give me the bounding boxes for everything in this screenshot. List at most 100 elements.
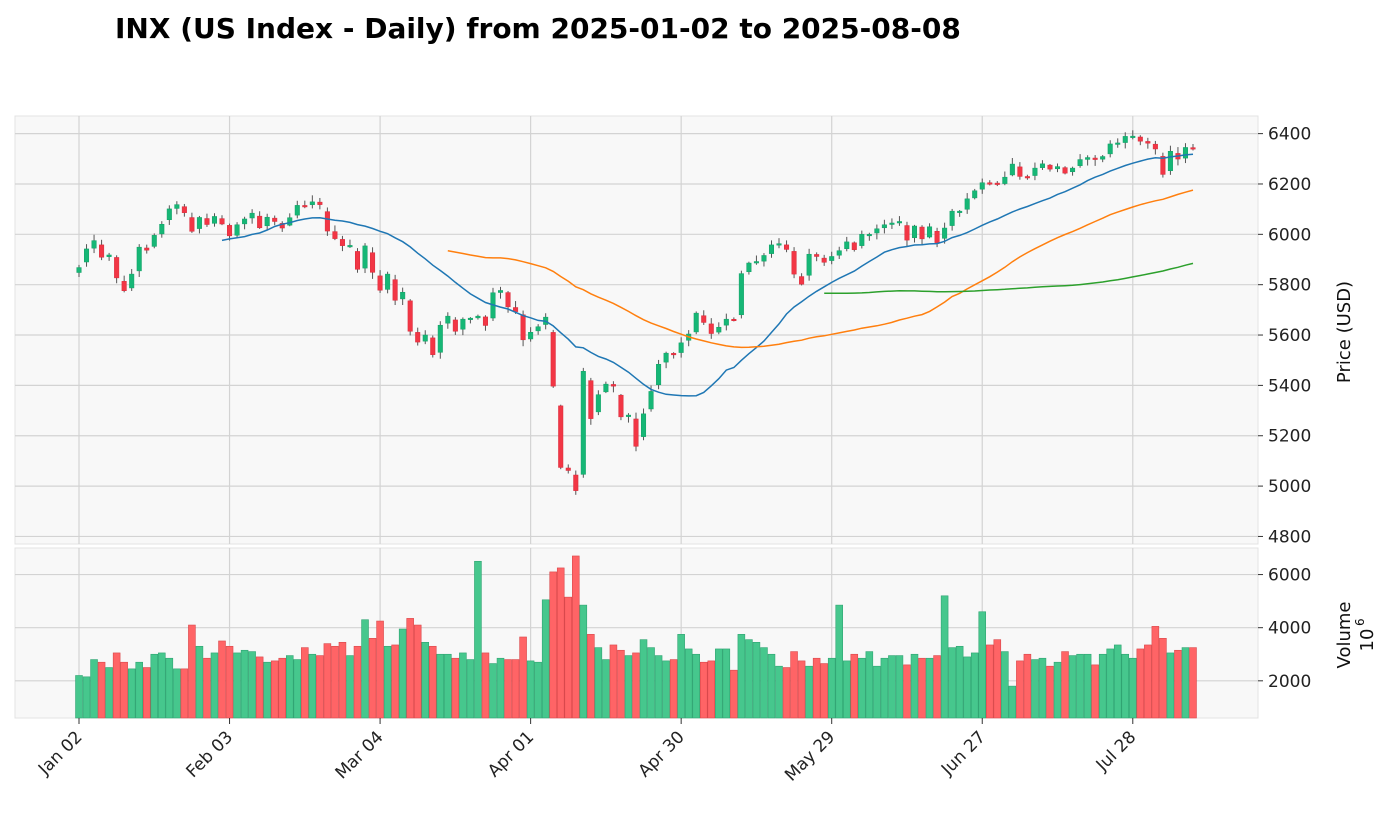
volume-bar bbox=[444, 653, 452, 719]
candle-body bbox=[904, 225, 910, 241]
volume-bar bbox=[820, 663, 828, 719]
candle-body bbox=[558, 405, 564, 468]
ma-mid-line bbox=[447, 189, 1194, 349]
candle-body bbox=[949, 210, 955, 226]
volume-bar bbox=[933, 655, 941, 719]
volume-bar bbox=[684, 648, 693, 719]
candle-body bbox=[625, 414, 631, 417]
candle-body bbox=[927, 226, 933, 238]
candle-body bbox=[942, 227, 948, 239]
candle-body bbox=[1137, 136, 1143, 142]
candle-body bbox=[972, 190, 978, 199]
volume-bar bbox=[1038, 657, 1047, 719]
volume-scale-base: 10 bbox=[1357, 629, 1378, 652]
price-tick-label: 4800 bbox=[1268, 527, 1311, 547]
volume-bar bbox=[1008, 685, 1017, 719]
candle-body bbox=[844, 241, 850, 249]
candle-body bbox=[1039, 163, 1045, 168]
candle-body bbox=[144, 247, 150, 251]
date-tick-label: Jan 02 bbox=[34, 727, 87, 780]
volume-tick-label: 6000 bbox=[1268, 566, 1311, 586]
candle-body bbox=[1077, 159, 1083, 166]
volume-bar bbox=[489, 663, 497, 719]
date-tick-label: Jun 27 bbox=[937, 727, 990, 780]
candle-body bbox=[294, 205, 300, 216]
volume-bar bbox=[722, 648, 731, 719]
volume-bar bbox=[376, 620, 384, 719]
volume-bar bbox=[496, 657, 505, 719]
candle-body bbox=[1002, 176, 1008, 184]
volume-tick-label: 2000 bbox=[1268, 672, 1311, 692]
volume-bar bbox=[715, 648, 723, 719]
candle-body bbox=[339, 239, 345, 246]
volume-bar bbox=[850, 653, 859, 719]
volume-bar bbox=[240, 649, 249, 719]
volume-bar bbox=[1068, 655, 1077, 719]
candle-body bbox=[196, 217, 202, 229]
volume-bar bbox=[135, 661, 143, 719]
candle-body bbox=[136, 246, 142, 272]
volume-bar bbox=[647, 647, 655, 719]
volume-bar bbox=[1144, 644, 1152, 719]
volume-bar bbox=[278, 657, 286, 719]
candle-body bbox=[219, 218, 225, 225]
volume-bar bbox=[782, 667, 791, 719]
volume-bar bbox=[594, 647, 603, 719]
volume-bar bbox=[1166, 652, 1175, 719]
volume-bar bbox=[1151, 626, 1160, 719]
volume-bar bbox=[1098, 653, 1107, 719]
candle-body bbox=[354, 251, 361, 270]
volume-bar bbox=[549, 571, 557, 719]
volume-bar bbox=[233, 652, 241, 719]
date-axis-ticks: Jan 02 Feb 03 Mar 04 Apr 01 Apr 30 May 29 Jun … bbox=[34, 718, 1140, 786]
volume-bar bbox=[986, 644, 994, 719]
candlesticks bbox=[76, 130, 1196, 495]
candle-body bbox=[957, 210, 963, 213]
candle-body bbox=[415, 332, 421, 343]
volume-bar bbox=[654, 655, 663, 719]
volume-bar bbox=[880, 657, 889, 719]
candle-body bbox=[467, 317, 473, 320]
candle-body bbox=[641, 413, 647, 437]
volume-bar bbox=[556, 567, 565, 719]
volume-bar bbox=[602, 659, 610, 719]
volume-bar bbox=[805, 665, 813, 719]
volume-bar bbox=[248, 651, 256, 719]
candle-body bbox=[445, 315, 451, 324]
volume-bar bbox=[142, 667, 151, 719]
candle-body bbox=[1115, 142, 1121, 145]
volume-bar bbox=[1136, 648, 1145, 719]
volume-bar bbox=[301, 647, 309, 719]
volume-bar bbox=[323, 643, 332, 719]
volume-axis-ticks: 2000 4000 6000 bbox=[1258, 566, 1311, 692]
candle-body bbox=[460, 318, 466, 330]
candle-body bbox=[505, 292, 511, 308]
candle-body bbox=[896, 221, 902, 224]
candle-body bbox=[656, 363, 662, 385]
candle-body bbox=[1062, 167, 1068, 174]
candle-body bbox=[573, 474, 579, 491]
volume-bar bbox=[745, 639, 753, 719]
volume-tick-label: 4000 bbox=[1268, 619, 1311, 639]
candle-body bbox=[776, 243, 782, 246]
volume-bar bbox=[970, 652, 979, 719]
volume-bar bbox=[1121, 653, 1130, 719]
candle-body bbox=[1107, 143, 1113, 155]
volume-bar bbox=[519, 636, 527, 719]
date-tick-label: May 29 bbox=[781, 727, 839, 785]
volume-bar bbox=[767, 653, 776, 719]
volume-bar bbox=[474, 560, 482, 719]
volume-bar bbox=[790, 651, 798, 719]
candle-body bbox=[385, 273, 391, 290]
candle-body bbox=[535, 326, 541, 332]
chart-title: INX (US Index - Daily) from 2025-01-02 t… bbox=[115, 12, 961, 45]
volume-bar bbox=[158, 652, 166, 719]
candle-body bbox=[1017, 166, 1023, 177]
candle-body bbox=[377, 275, 383, 291]
date-tick-label: Apr 01 bbox=[484, 727, 538, 781]
candle-body bbox=[784, 244, 790, 250]
candle-body bbox=[475, 315, 481, 319]
volume-bar bbox=[579, 604, 588, 719]
volume-bar bbox=[316, 655, 324, 719]
candle-body bbox=[1055, 166, 1061, 170]
